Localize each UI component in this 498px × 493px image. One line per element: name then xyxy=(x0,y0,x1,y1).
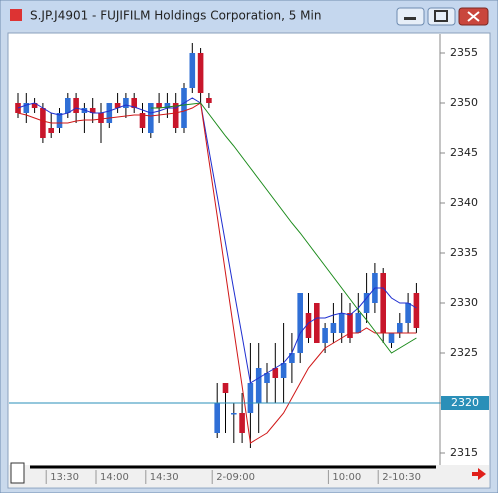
candle-body xyxy=(98,113,104,123)
candle-body xyxy=(214,403,220,433)
candle-body xyxy=(330,323,337,333)
candle-body xyxy=(73,98,79,113)
candle-body xyxy=(48,128,54,133)
x-tick-label: 2-10:30 xyxy=(382,472,421,483)
candle-body xyxy=(172,103,179,128)
candle-body xyxy=(206,98,212,103)
candle-body xyxy=(347,313,353,338)
moving-average-line xyxy=(150,102,417,354)
candle-body xyxy=(314,303,320,343)
candle-body xyxy=(89,108,96,113)
candle-body xyxy=(31,103,38,108)
candle-body xyxy=(380,273,386,333)
x-tick-label: 2-09:00 xyxy=(216,472,255,483)
candle-body xyxy=(322,328,328,343)
candle-body xyxy=(388,333,395,343)
candle-body xyxy=(239,413,245,433)
candle-body xyxy=(405,303,411,323)
x-tick-label: 13:30 xyxy=(50,472,79,483)
candle-body xyxy=(255,368,262,403)
candle-body xyxy=(222,383,229,393)
candle-body xyxy=(297,293,303,353)
candle-body xyxy=(264,373,270,383)
candle-body xyxy=(397,323,403,333)
moving-average-line xyxy=(17,102,417,444)
candle-body xyxy=(280,363,287,378)
y-tick-label: 2330 xyxy=(450,296,478,309)
candle-body xyxy=(197,53,204,93)
y-tick-label: 2340 xyxy=(450,196,478,209)
minimize-button[interactable] xyxy=(396,7,425,26)
candle-body xyxy=(23,103,30,113)
moving-average-line xyxy=(17,97,417,384)
current-price-box xyxy=(441,396,489,410)
candle-body xyxy=(338,313,345,333)
time-axis-bar xyxy=(9,465,489,487)
candle-body xyxy=(114,103,121,108)
candle-body xyxy=(40,108,46,138)
candle-body xyxy=(139,113,146,128)
candle-body xyxy=(272,368,279,378)
candle-body xyxy=(56,113,63,128)
y-tick-label: 2345 xyxy=(450,146,478,159)
candle-body xyxy=(247,383,254,413)
close-icon xyxy=(467,11,480,22)
app-icon xyxy=(10,9,22,21)
scroll-right-arrow[interactable] xyxy=(472,468,486,480)
window-title: S.JP.J4901 - FUJIFILM Holdings Corporati… xyxy=(30,9,321,23)
minimize-icon xyxy=(404,17,416,20)
x-tick-label: 10:00 xyxy=(332,472,361,483)
candle-body xyxy=(156,103,162,108)
candle-body xyxy=(305,313,312,338)
current-price-label: 2320 xyxy=(451,396,479,409)
candle-body xyxy=(123,98,129,108)
candle-body xyxy=(65,98,71,113)
scroll-handle[interactable] xyxy=(10,462,25,484)
y-tick-label: 2350 xyxy=(450,96,478,109)
candle-body xyxy=(363,293,370,313)
candle-body xyxy=(181,88,187,128)
y-tick-label: 2335 xyxy=(450,246,478,259)
candle-body xyxy=(413,293,420,328)
candle-body xyxy=(106,103,113,123)
x-tick-label: 14:00 xyxy=(100,472,129,483)
chart-area xyxy=(7,32,491,489)
y-tick-label: 2315 xyxy=(450,446,478,459)
y-tick-label: 2325 xyxy=(450,346,478,359)
candle-body xyxy=(355,313,362,333)
candle-body xyxy=(289,353,295,363)
candle-body xyxy=(231,413,237,415)
candle-body xyxy=(189,53,196,88)
maximize-icon xyxy=(434,10,448,22)
candle-body xyxy=(164,103,171,108)
candle-body xyxy=(131,98,137,108)
candle-body xyxy=(148,103,154,133)
x-tick-label: 14:30 xyxy=(150,472,179,483)
y-tick-label: 2355 xyxy=(450,46,478,59)
